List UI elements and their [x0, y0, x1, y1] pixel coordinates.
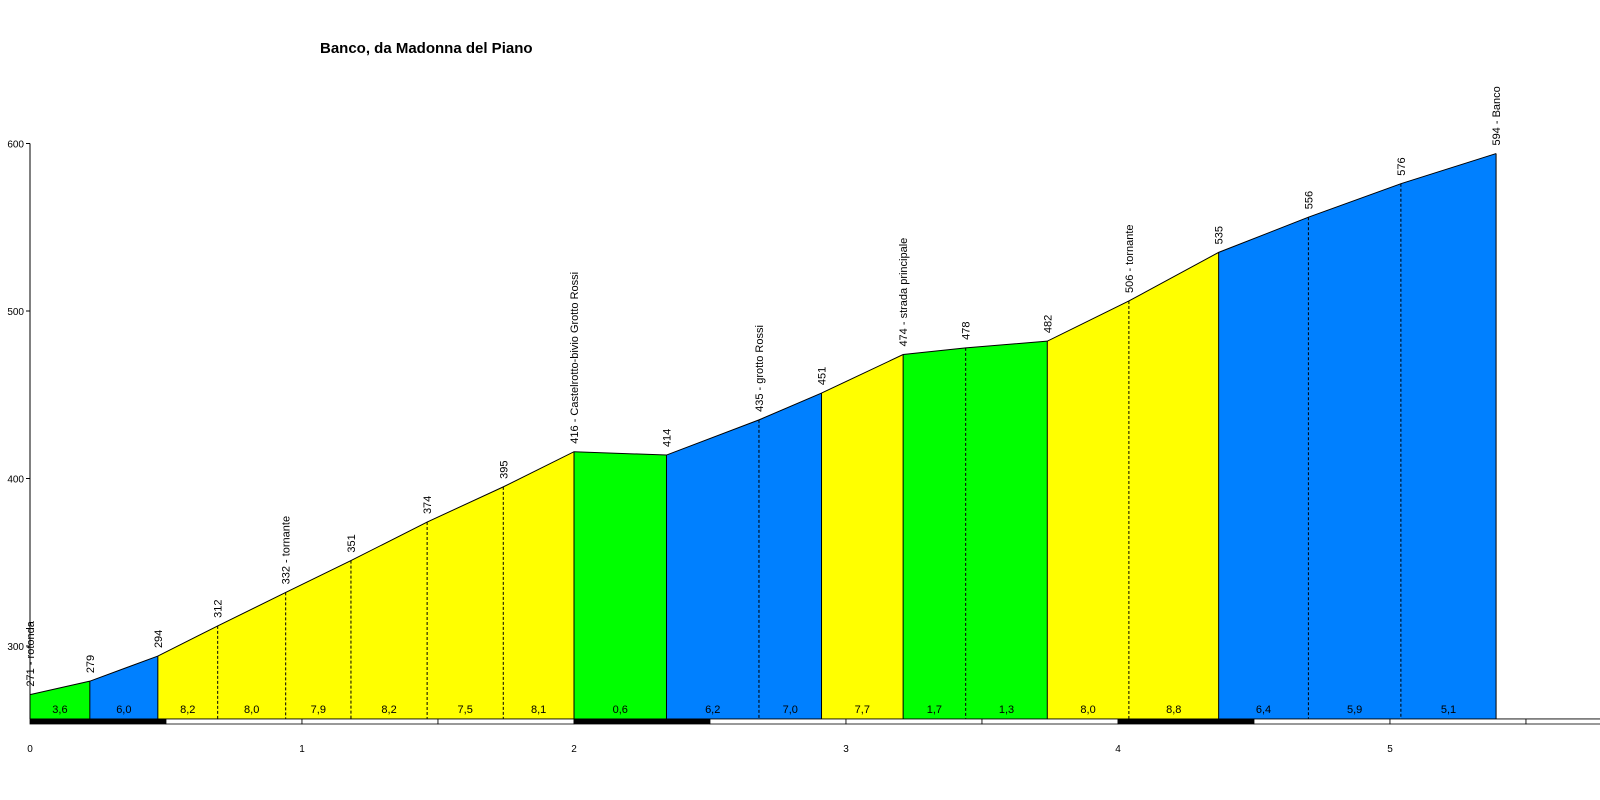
- grade-label: 3,6: [52, 704, 67, 716]
- point-label: 451: [817, 367, 829, 385]
- km-scale-block: [709, 718, 847, 725]
- y-tick-label: 600: [7, 140, 24, 151]
- segment-fill: [821, 354, 904, 719]
- point-label: 279: [85, 655, 97, 673]
- segment-fill: [1128, 252, 1219, 719]
- grade-label: 7,0: [783, 704, 798, 716]
- grade-label: 5,9: [1347, 704, 1362, 716]
- point-label: 414: [661, 429, 673, 447]
- point-labels: 271 - rotonda 279 294 312 332 - tornante 351 3…: [25, 86, 1503, 686]
- point-label: 332 - tornante: [281, 516, 293, 585]
- grade-label: 1,3: [999, 704, 1014, 716]
- grade-label: 8,2: [180, 704, 195, 716]
- x-tick-label: 5: [1387, 744, 1393, 755]
- profile-line-layer: [29, 153, 1497, 696]
- grade-labels: 3,6 6,0 8,2 8,0 7,9 8,2 7,5 8,1 0,6 6,2 7,0 7,7 1,7 1…: [52, 704, 1456, 716]
- grade-label: 7,9: [311, 704, 326, 716]
- y-tick-label: 500: [7, 307, 24, 318]
- segment-fill: [89, 656, 158, 719]
- segment-fill: [965, 341, 1048, 719]
- grade-label: 6,2: [705, 704, 720, 716]
- point-label: 506 - tornante: [1124, 224, 1136, 293]
- grade-label: 8,8: [1166, 704, 1181, 716]
- point-label: 474 - strada principale: [898, 238, 910, 347]
- point-label: 435 - grotto Rossi: [754, 325, 766, 412]
- km-scale-block: [845, 718, 983, 725]
- grade-label: 8,1: [531, 704, 546, 716]
- segment-fill: [666, 419, 759, 719]
- km-scale-block: [573, 718, 711, 725]
- point-label: 374: [422, 496, 434, 514]
- segment-fill: [285, 560, 351, 719]
- segment-fill: [1047, 300, 1129, 719]
- km-scale-block: [1525, 718, 1600, 725]
- km-scale-block: [437, 718, 575, 725]
- x-tick-label: 1: [299, 744, 305, 755]
- km-scale-block: [1389, 718, 1527, 725]
- point-label: 535: [1214, 226, 1226, 244]
- x-tick-label: 4: [1115, 744, 1121, 755]
- point-label: 576: [1396, 157, 1408, 175]
- segment-dividers: [89, 153, 1497, 719]
- km-scale-block: [301, 718, 439, 725]
- segment-fill: [903, 347, 966, 719]
- chart-title: Banco, da Madonna del Piano: [320, 40, 533, 57]
- segment-fill: [427, 486, 504, 719]
- y-tick-label: 300: [7, 642, 24, 653]
- gradient-segments: [30, 153, 1497, 720]
- point-label: 351: [346, 534, 358, 552]
- x-tick-label: 0: [27, 744, 33, 755]
- km-scale-block: [1117, 718, 1255, 725]
- grade-label: 7,5: [458, 704, 473, 716]
- km-scale-block: [981, 718, 1119, 725]
- grade-label: 8,0: [244, 704, 259, 716]
- grade-label: 6,0: [116, 704, 131, 716]
- segment-fill: [503, 451, 574, 719]
- grade-label: 1,7: [927, 704, 942, 716]
- x-tick-label: 2: [571, 744, 577, 755]
- axes: 300 400 500 600 0 1 2 3 4 5: [7, 140, 1600, 755]
- grade-label: 5,1: [1441, 704, 1456, 716]
- segment-fill: [30, 681, 90, 719]
- point-label: 294: [153, 630, 165, 648]
- km-scale-block: [29, 718, 167, 725]
- segment-fill: [1400, 153, 1497, 720]
- segment-fill: [1218, 217, 1309, 719]
- segment-fill: [217, 592, 286, 719]
- point-label: 478: [961, 321, 973, 339]
- grade-label: 6,4: [1256, 704, 1271, 716]
- point-label: 482: [1042, 315, 1054, 333]
- x-tick-label: 3: [843, 744, 849, 755]
- point-label: 594 - Banco: [1491, 86, 1503, 145]
- point-label: 556: [1303, 191, 1315, 209]
- segment-fill: [157, 625, 218, 719]
- segment-fill: [574, 451, 667, 719]
- grade-label: 8,2: [381, 704, 396, 716]
- km-scale-block: [165, 718, 303, 725]
- grade-label: 8,0: [1080, 704, 1095, 716]
- segment-fill: [758, 393, 822, 719]
- point-label: 271 - rotonda: [25, 620, 37, 686]
- segment-fill: [1308, 183, 1401, 719]
- segment-fill: [350, 522, 428, 719]
- point-label: 416 - Castelrotto-bivio Grotto Rossi: [569, 272, 581, 444]
- km-scale-block: [1253, 718, 1391, 725]
- grade-label: 0,6: [613, 704, 628, 716]
- profile-line: [29, 153, 1497, 696]
- point-label: 312: [213, 600, 225, 618]
- y-tick-label: 400: [7, 475, 24, 486]
- point-label: 395: [498, 461, 510, 479]
- grade-label: 7,7: [855, 704, 870, 716]
